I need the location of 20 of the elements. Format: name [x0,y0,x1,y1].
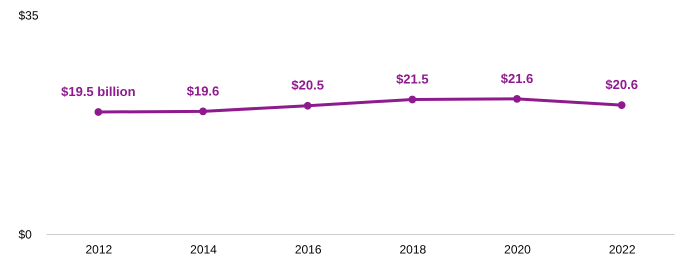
x-tick-label: 2022 [608,242,636,256]
data-label: $21.6 [500,70,534,86]
x-tick-label: 2012 [85,242,113,256]
x-tick-label: 2020 [504,242,532,256]
y-tick-label: $35 [18,8,39,22]
y-tick-label: $0 [18,228,32,242]
point [408,96,416,104]
point [304,102,312,110]
x-tick-label: 2016 [294,242,322,256]
point [199,107,207,116]
point [513,94,521,103]
point [618,101,626,109]
x-tick-label: 2014 [190,242,218,256]
data-label: $20.6 [605,77,638,92]
point [94,108,102,116]
x-tick-label: 2018 [399,242,427,256]
data-label: $19.5 billion [61,84,136,99]
data-label: $19.6 [186,83,220,98]
data-label: $20.5 [291,78,324,93]
data-label: $21.5 [396,71,429,86]
